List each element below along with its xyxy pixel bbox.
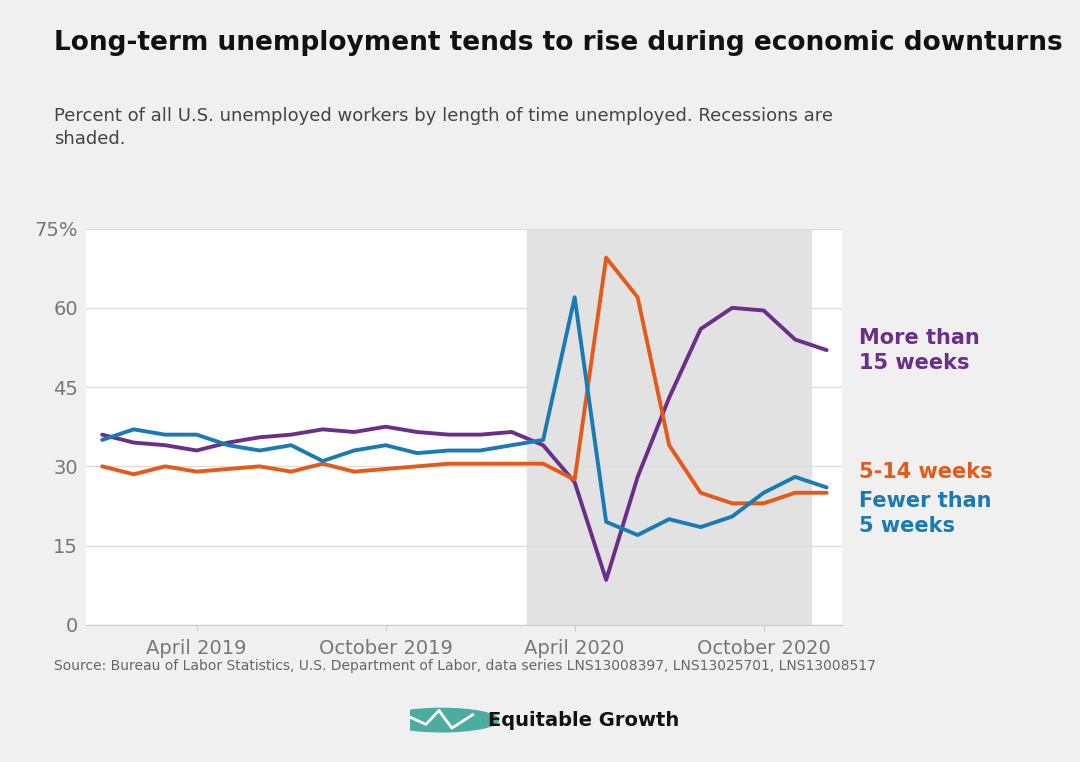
- Text: 5-14 weeks: 5-14 weeks: [859, 462, 993, 482]
- Circle shape: [384, 709, 499, 732]
- Text: Equitable Growth: Equitable Growth: [488, 711, 679, 729]
- Text: Percent of all U.S. unemployed workers by length of time unemployed. Recessions : Percent of all U.S. unemployed workers b…: [54, 107, 833, 149]
- Bar: [527, 229, 811, 625]
- Text: More than
15 weeks: More than 15 weeks: [859, 328, 980, 373]
- Text: Long-term unemployment tends to rise during economic downturns: Long-term unemployment tends to rise dur…: [54, 30, 1063, 56]
- Text: Fewer than
5 weeks: Fewer than 5 weeks: [859, 491, 991, 536]
- Text: Source: Bureau of Labor Statistics, U.S. Department of Labor, data series LNS130: Source: Bureau of Labor Statistics, U.S.…: [54, 659, 876, 673]
